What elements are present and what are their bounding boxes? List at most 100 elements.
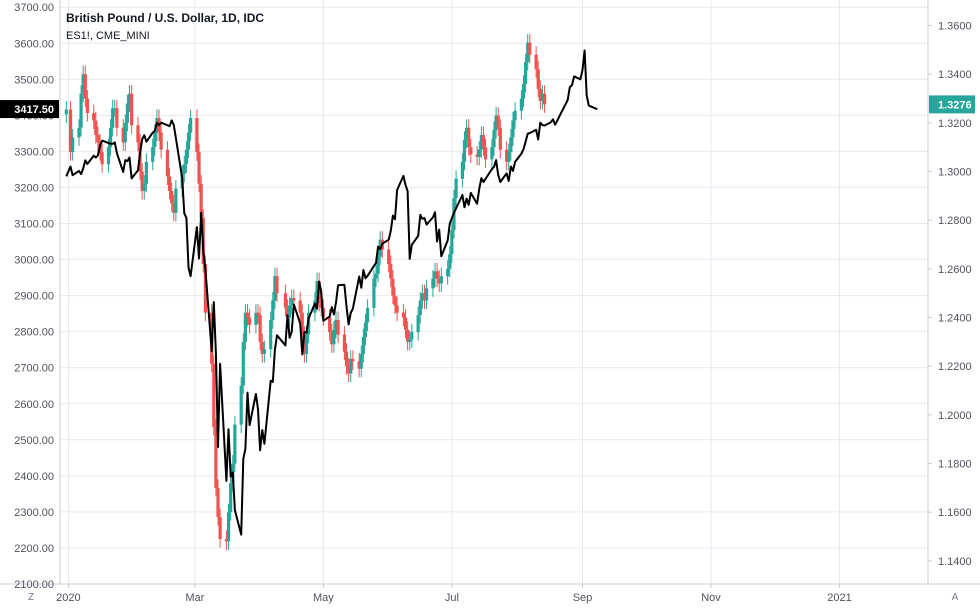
candle-body <box>439 276 443 284</box>
left-last-value-label: 3417.50 <box>14 104 54 116</box>
candle-body <box>376 256 380 274</box>
candle-body <box>94 120 98 136</box>
candle <box>218 508 222 548</box>
right-tick-label: 1.2600 <box>938 264 972 276</box>
candle-body <box>349 358 353 374</box>
right-tick-label: 1.3200 <box>938 118 972 130</box>
axes <box>0 0 980 585</box>
candle <box>115 99 119 137</box>
candle <box>416 306 420 341</box>
candle-body <box>245 312 250 318</box>
candle-body <box>330 332 334 345</box>
candle <box>77 119 81 146</box>
candle <box>125 94 130 132</box>
left-tick-label: 2300.00 <box>14 507 54 519</box>
candle-body <box>83 74 87 99</box>
candle-body <box>420 293 424 301</box>
candle-body <box>159 132 163 150</box>
candle <box>391 270 395 305</box>
candle-body <box>125 103 130 123</box>
candle-body <box>475 154 479 157</box>
candle-body <box>313 300 317 313</box>
candle-body <box>165 149 170 177</box>
right-tick-label: 1.3000 <box>938 167 972 179</box>
candle <box>64 100 68 123</box>
candle <box>151 138 155 171</box>
x-tick-label: Sep <box>573 592 593 604</box>
right-tick-label: 1.2200 <box>938 361 972 373</box>
candle <box>431 270 435 297</box>
candle <box>361 328 365 363</box>
right-last-value-bg <box>929 95 975 114</box>
zoom-button[interactable]: Z <box>28 592 34 603</box>
candle <box>106 138 111 173</box>
candle <box>136 116 140 151</box>
candle-body <box>243 312 247 342</box>
candle <box>71 128 75 161</box>
candle-body <box>100 152 104 165</box>
candle <box>422 284 427 310</box>
left-tick-label: 3100.00 <box>14 219 54 231</box>
right-tick-label: 1.2000 <box>938 410 972 422</box>
candle <box>505 141 509 171</box>
candle-body <box>68 109 73 153</box>
candle-body <box>216 487 220 518</box>
candle-body <box>229 483 233 513</box>
candle-body <box>195 118 199 153</box>
candle-body <box>408 339 412 342</box>
candle <box>479 126 483 159</box>
candle-body <box>483 147 488 160</box>
candle-body <box>372 278 376 308</box>
candle-body <box>254 312 258 325</box>
candle <box>519 90 523 120</box>
candle <box>233 416 237 473</box>
candle <box>283 284 288 317</box>
candle <box>401 304 406 327</box>
auto-scale-button[interactable]: A <box>952 592 959 603</box>
candle <box>224 530 229 550</box>
candle <box>439 267 443 292</box>
candle <box>248 309 252 334</box>
candle <box>197 143 201 193</box>
candle-body <box>498 127 502 150</box>
candle-body <box>422 293 427 301</box>
candle-body <box>262 349 266 355</box>
gbpusd-candles <box>64 34 547 550</box>
candle <box>330 323 334 353</box>
candle-body <box>288 305 292 318</box>
grid <box>60 0 928 585</box>
left-tick-label: 2800.00 <box>14 327 54 339</box>
candle-body <box>431 278 435 289</box>
left-tick-label: 2900.00 <box>14 291 54 303</box>
candle <box>108 119 113 156</box>
candle <box>446 260 450 285</box>
candle-body <box>424 288 429 301</box>
candle <box>403 309 408 339</box>
candle <box>521 75 526 108</box>
candle <box>513 102 517 129</box>
candle <box>243 304 247 351</box>
candle <box>450 221 454 263</box>
candle <box>144 153 148 193</box>
candle-body <box>342 334 347 352</box>
candle-body <box>479 135 483 150</box>
candle-body <box>197 152 201 184</box>
candle <box>483 138 488 168</box>
candle <box>542 85 547 113</box>
candle <box>460 153 464 188</box>
candle-body <box>509 137 513 153</box>
candle-body <box>521 83 526 99</box>
candle <box>186 124 191 159</box>
candle-body <box>454 178 458 199</box>
candle <box>216 479 220 526</box>
candle-body <box>536 69 540 89</box>
left-tick-label: 2700.00 <box>14 363 54 375</box>
candle-body <box>416 315 420 333</box>
candle-body <box>77 127 81 138</box>
x-axis-ticks: 2020 Mar May Jul Sep Nov 2021 <box>56 584 852 604</box>
candle <box>254 304 258 334</box>
candle-body <box>328 317 332 333</box>
right-tick-label: 1.1600 <box>938 507 972 519</box>
